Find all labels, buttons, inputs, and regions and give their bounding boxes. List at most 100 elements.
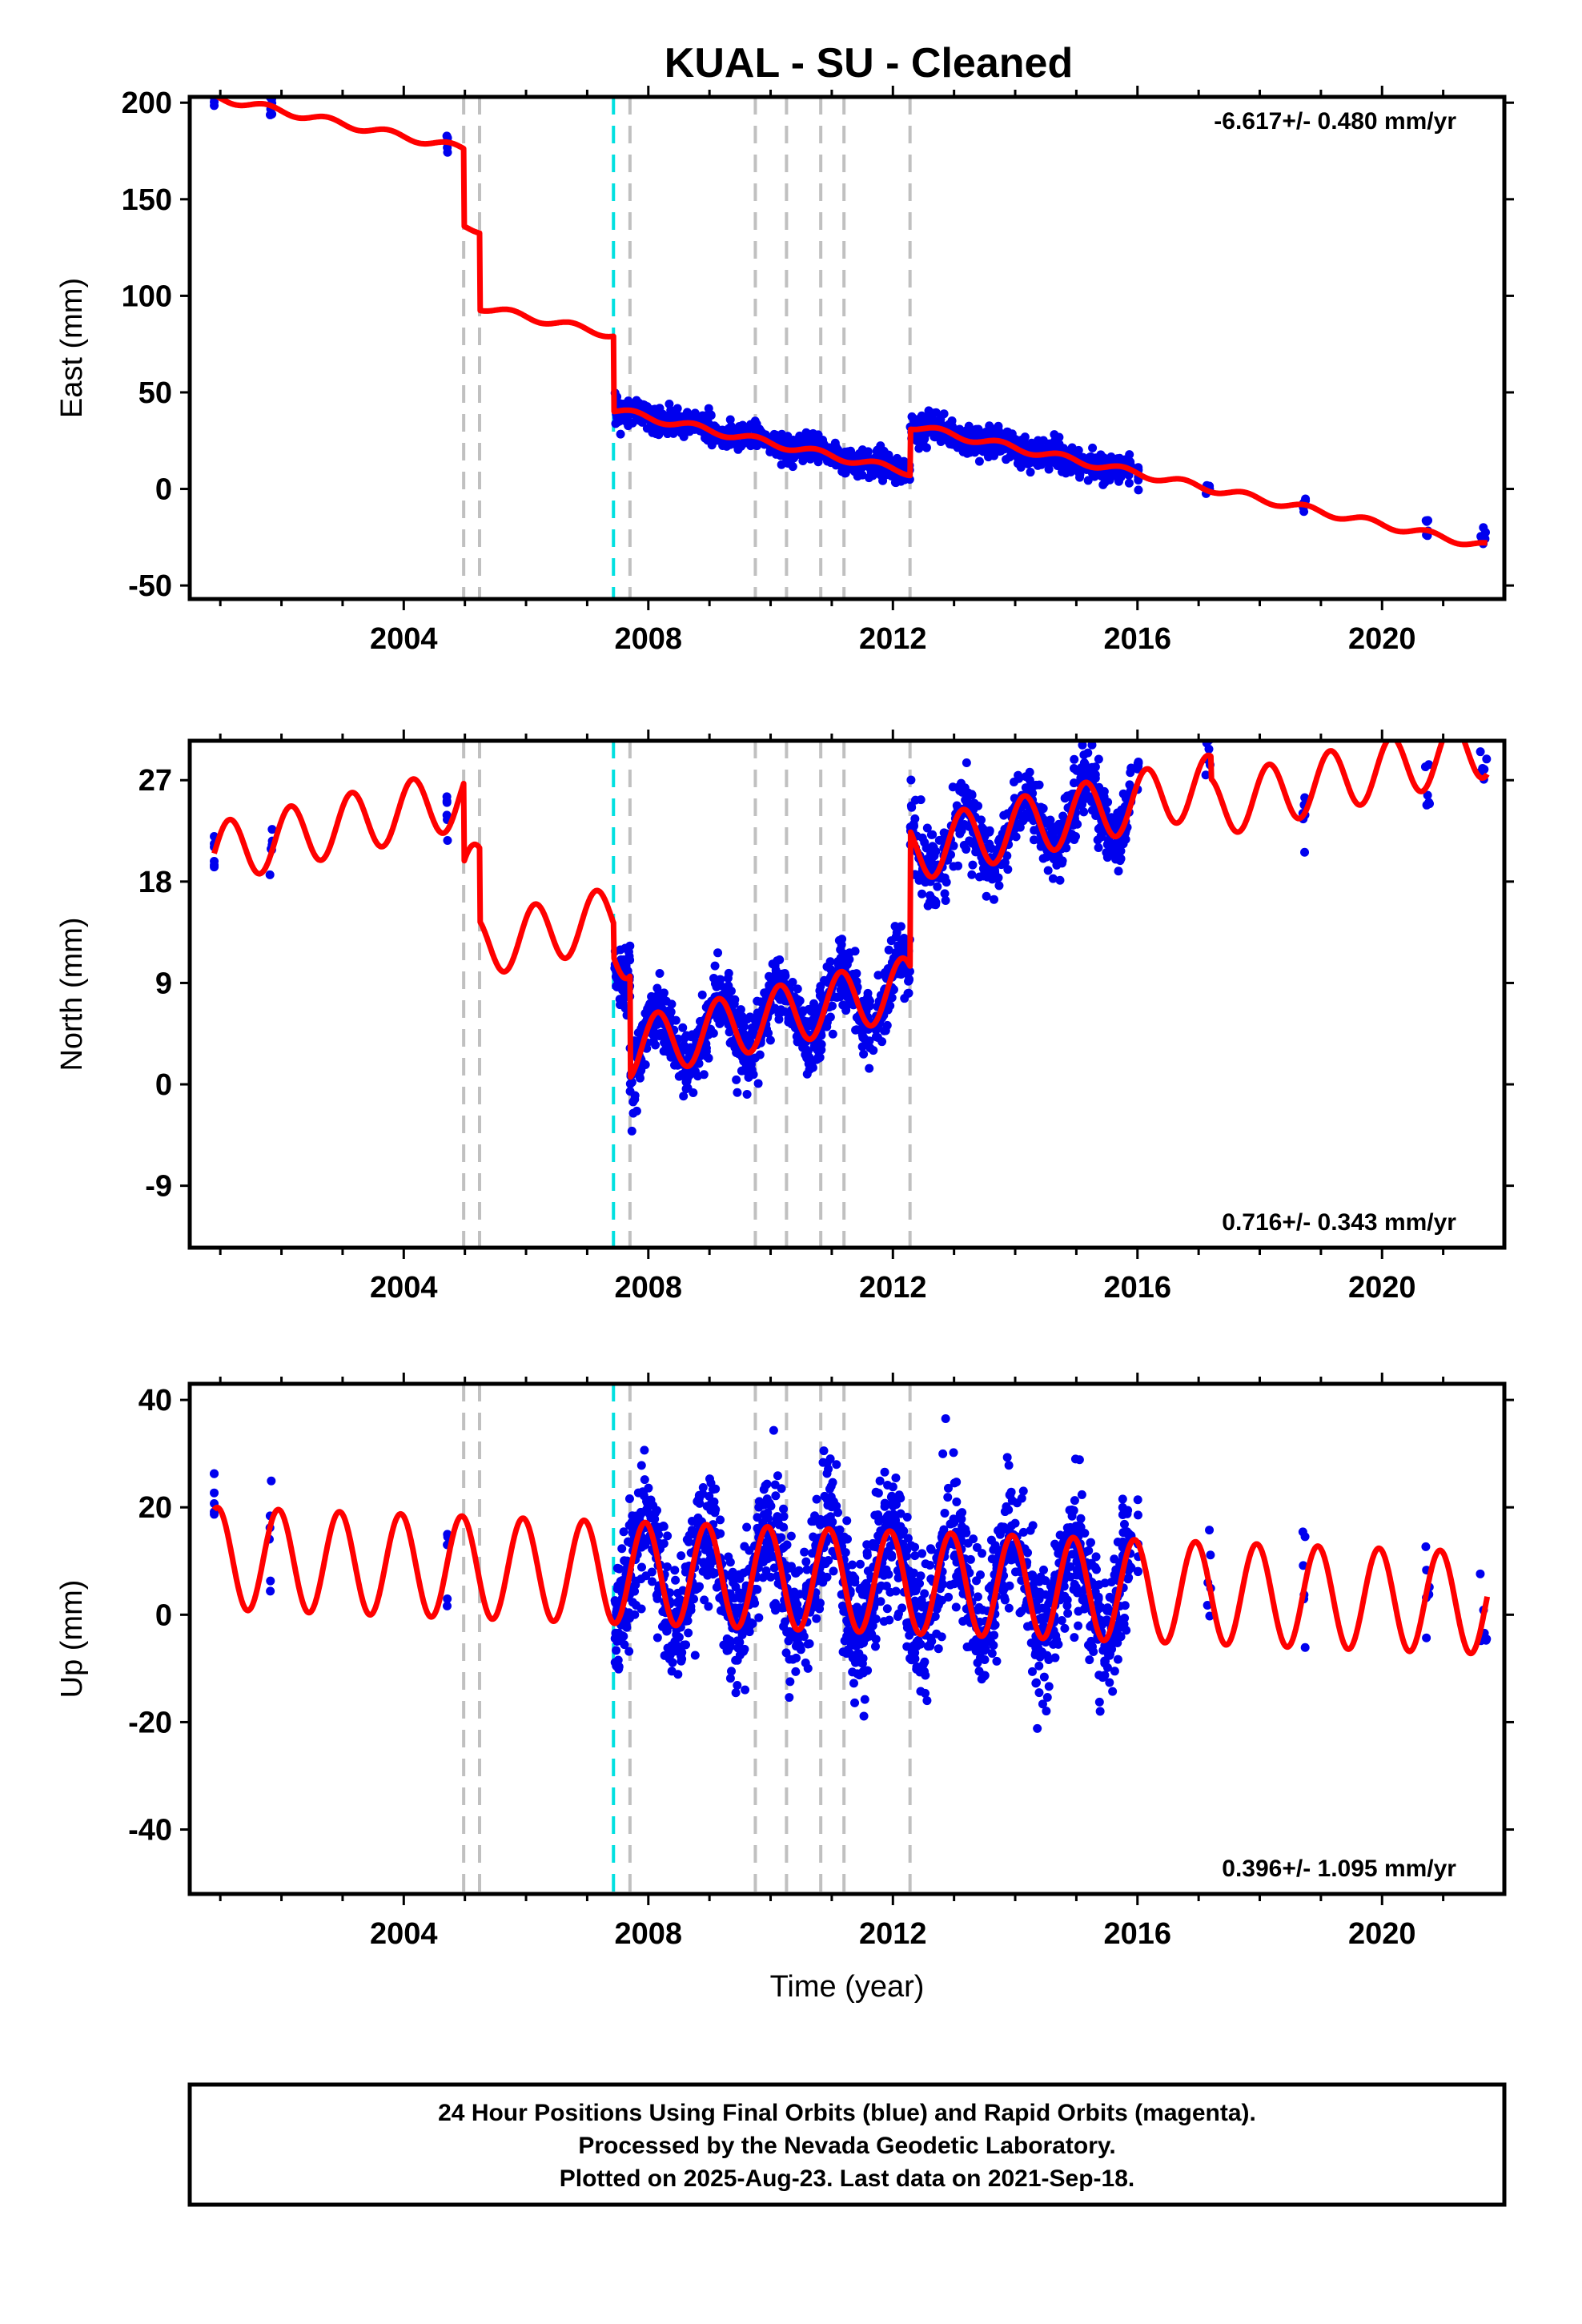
- data-point: [881, 470, 891, 480]
- data-point: [615, 399, 624, 408]
- data-point: [735, 1651, 745, 1660]
- data-point: [633, 1028, 643, 1038]
- data-point: [798, 1006, 808, 1015]
- data-point: [921, 878, 930, 887]
- data-point: [920, 1589, 930, 1598]
- data-point: [940, 889, 950, 899]
- data-point: [1422, 517, 1431, 526]
- data-point: [1133, 1495, 1142, 1505]
- data-point: [745, 1012, 755, 1022]
- data-point: [857, 1030, 867, 1039]
- data-point: [652, 1594, 662, 1603]
- data-point: [724, 968, 733, 978]
- data-point: [1003, 865, 1013, 875]
- x-tick-label: 2016: [1103, 622, 1171, 656]
- data-point: [741, 1066, 751, 1076]
- data-point: [910, 1551, 920, 1561]
- data-point: [1072, 464, 1082, 473]
- data-point: [986, 1535, 996, 1545]
- data-point: [1110, 1570, 1119, 1580]
- data-point: [1060, 1623, 1070, 1633]
- data-point: [980, 867, 990, 877]
- data-point: [1026, 468, 1035, 477]
- data-point: [1063, 1609, 1073, 1618]
- data-point: [819, 1446, 829, 1456]
- data-point: [804, 436, 813, 445]
- data-point: [967, 870, 977, 879]
- data-point: [1002, 1453, 1012, 1462]
- data-point: [670, 1566, 680, 1575]
- data-point: [844, 994, 853, 1003]
- data-point: [657, 996, 667, 1006]
- data-point: [1116, 1632, 1126, 1642]
- data-point: [902, 1618, 912, 1628]
- data-point: [962, 758, 971, 767]
- data-point: [843, 1631, 853, 1641]
- velocity-rate-label: 0.716+/- 0.343 mm/yr: [1222, 1209, 1456, 1236]
- data-point: [667, 1667, 677, 1676]
- data-point: [726, 1037, 736, 1047]
- data-point: [989, 895, 998, 904]
- data-point: [870, 1642, 880, 1651]
- data-point: [891, 1473, 901, 1482]
- data-point: [801, 1557, 811, 1566]
- x-tick-label: 2004: [370, 1271, 438, 1305]
- data-point: [965, 836, 974, 846]
- data-point: [1118, 839, 1128, 849]
- data-point: [1055, 442, 1065, 452]
- data-point: [916, 795, 926, 805]
- data-point: [813, 430, 823, 440]
- data-point: [788, 1655, 797, 1664]
- data-point: [690, 1067, 700, 1076]
- data-point: [1034, 436, 1043, 445]
- data-point: [640, 1475, 649, 1485]
- data-point: [643, 1496, 652, 1506]
- data-point: [809, 1517, 818, 1526]
- y-tick-label: -50: [128, 569, 172, 603]
- data-point: [1118, 1494, 1127, 1504]
- data-point: [784, 1017, 793, 1027]
- data-point: [689, 1088, 698, 1097]
- data-point: [736, 1005, 745, 1015]
- data-point: [1104, 835, 1114, 845]
- y-axis-label: East (mm): [55, 278, 89, 418]
- data-point: [708, 1570, 717, 1579]
- data-point: [1025, 775, 1034, 785]
- data-point: [939, 828, 949, 838]
- data-point: [716, 981, 725, 991]
- data-point: [990, 1620, 1000, 1630]
- data-point: [860, 1695, 869, 1704]
- data-point: [885, 1587, 895, 1597]
- data-point: [1204, 744, 1214, 754]
- data-point: [1087, 806, 1097, 815]
- data-point: [738, 1018, 748, 1027]
- data-point: [922, 823, 932, 833]
- data-point: [1015, 822, 1025, 832]
- data-point: [1018, 1486, 1028, 1496]
- data-point: [1119, 1619, 1129, 1629]
- data-point: [965, 448, 974, 457]
- data-point: [836, 448, 845, 457]
- data-point: [871, 1487, 881, 1497]
- chart-title: KUAL - SU - Cleaned: [665, 40, 1073, 86]
- data-point: [666, 405, 676, 415]
- data-point: [1299, 507, 1309, 517]
- data-point: [906, 775, 916, 785]
- data-point: [619, 1527, 628, 1537]
- y-tick-label: 50: [139, 376, 172, 410]
- data-point: [628, 1598, 637, 1607]
- data-point: [1006, 1487, 1016, 1497]
- data-point: [994, 881, 1004, 891]
- data-point: [791, 1568, 801, 1578]
- data-point: [663, 1531, 673, 1541]
- data-point: [763, 1514, 773, 1523]
- data-point: [1034, 780, 1044, 790]
- data-point: [1103, 468, 1113, 478]
- data-point: [682, 1075, 692, 1084]
- x-tick-label: 2016: [1103, 1271, 1171, 1305]
- data-point: [1039, 1565, 1049, 1574]
- data-point: [769, 1425, 778, 1435]
- data-point: [612, 1563, 622, 1573]
- data-point: [1055, 875, 1065, 885]
- data-point: [1124, 478, 1134, 488]
